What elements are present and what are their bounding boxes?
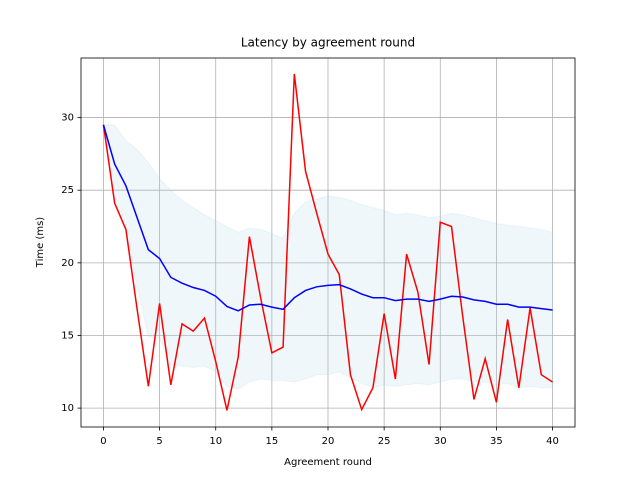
line [102,73,553,412]
y-tick-label: 20 [61,258,74,269]
chart-title: Latency by agreement round [241,36,415,50]
line [102,124,553,312]
x-tick-label: 35 [490,436,503,447]
x-tick-label: 25 [378,436,391,447]
y-tick-label: 15 [61,330,74,341]
x-tick-label: 30 [434,436,447,447]
y-axis-label: Time (ms) [35,217,46,269]
x-tick-label: 40 [546,436,559,447]
x-tick-label: 10 [209,436,222,447]
x-tick-label: 15 [265,436,278,447]
x-axis-label: Agreement round [284,457,372,468]
y-tick-label: 30 [61,113,74,124]
x-tick-label: 5 [156,436,162,447]
y-tick-label: 10 [61,403,74,414]
x-tick-label: 0 [100,436,106,447]
plot-frame [80,57,576,428]
x-tick-label: 20 [322,436,335,447]
y-tick-label: 25 [61,185,74,196]
